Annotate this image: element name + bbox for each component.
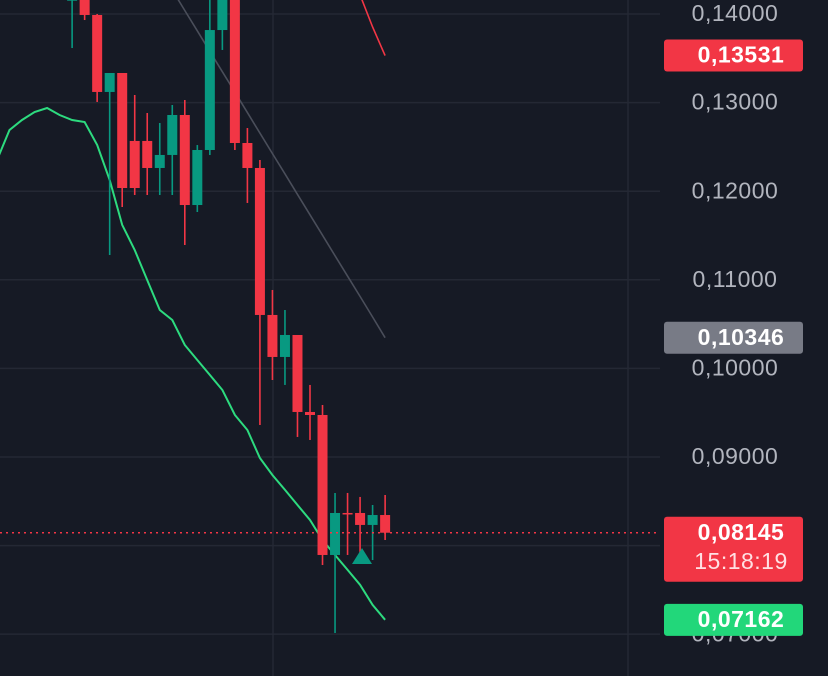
candle-body [242, 142, 253, 168]
y-tick-label: 0,12000 [692, 177, 779, 203]
candle-body [279, 334, 290, 357]
candle-body [317, 414, 328, 555]
candle-body [292, 334, 303, 412]
candle-body [330, 512, 341, 555]
price-badge [664, 516, 803, 582]
price-badge-label: 0,08145 [698, 519, 785, 545]
price-badge [664, 603, 803, 636]
y-tick-label: 0,11000 [693, 266, 778, 292]
candle-body [305, 411, 315, 415]
price-badge-label: 0,10346 [698, 324, 785, 350]
candle-body [79, 0, 90, 15]
candle-body [380, 515, 391, 533]
candle-body [192, 149, 203, 206]
y-tick-label: 0,14000 [692, 0, 779, 26]
price-badge-label: 0,13531 [698, 42, 785, 68]
candle-body [154, 154, 165, 168]
signal-marker [352, 548, 372, 564]
y-tick-label: 0,10000 [692, 354, 779, 380]
candle-body [204, 30, 215, 150]
y-tick-label: 0,09000 [692, 443, 779, 469]
plot-area [0, 0, 660, 633]
candle-body [355, 512, 366, 525]
candle-body [254, 167, 265, 315]
candle-body [104, 73, 115, 92]
candle-body [342, 512, 353, 515]
candle-body [129, 140, 140, 189]
line-series [361, 0, 386, 56]
price-badge-label: 0,07162 [698, 606, 785, 632]
y-tick-label: 0,13000 [692, 89, 779, 115]
price-labels: 0,13531 0,10346 0,08145 15:18:19 0,07162 [664, 39, 803, 636]
candle-body [179, 114, 190, 206]
countdown: 15:18:19 [694, 548, 788, 574]
candle-body [92, 14, 103, 92]
candle-body [167, 114, 178, 155]
candle-body [367, 515, 378, 525]
y-axis: 0,14000 0,13000 0,12000 0,11000 0,10000 0,090… [692, 0, 779, 646]
candle-body [267, 314, 278, 357]
candle-body [117, 73, 128, 189]
price-badge [664, 39, 803, 72]
candle-body [142, 140, 153, 168]
candle-body [67, 0, 78, 1]
candle-body [229, 0, 240, 143]
price-badge [664, 321, 803, 354]
candle-body [217, 0, 228, 31]
